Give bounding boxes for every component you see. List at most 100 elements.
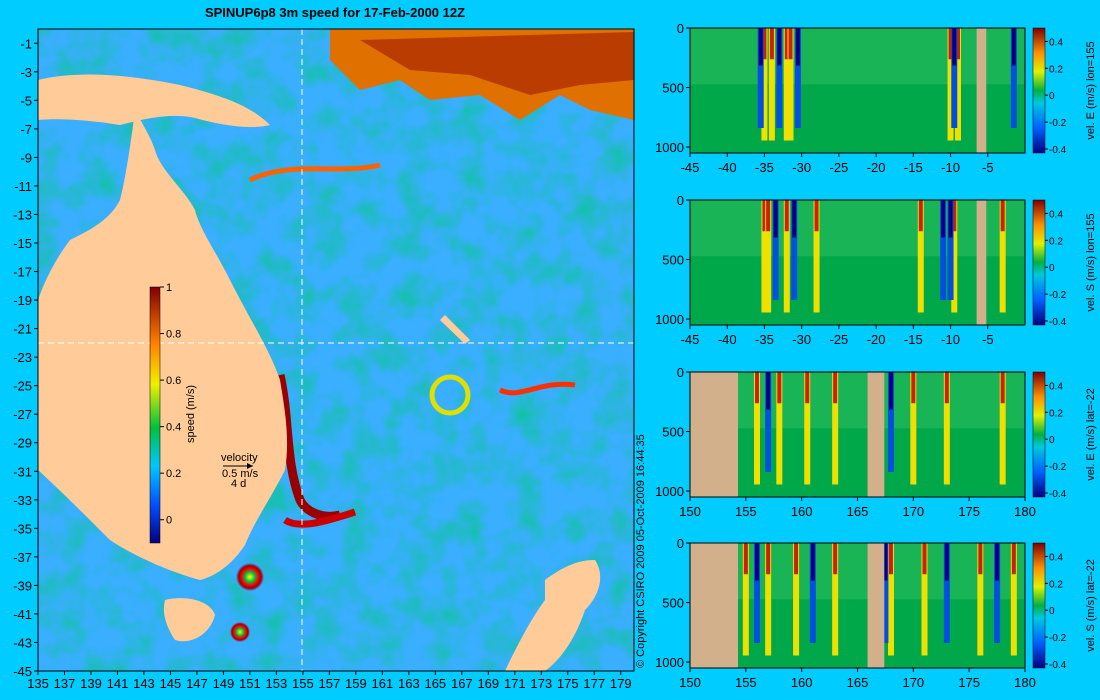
map-ytick-label: -15 [13,236,32,251]
section-negative-core [766,372,771,410]
velocity-legend-arrowhead [247,463,253,469]
section-positive-band [765,200,772,313]
section-negative-core [758,28,763,66]
velocity-legend-label: velocity [221,452,258,464]
section-land [976,28,987,153]
map-ytick-label: -23 [13,350,32,365]
section-upper-band [690,543,1025,600]
section-positive-core [769,28,774,60]
section-xtick-label: -45 [681,160,700,175]
section-positive-core [805,372,810,404]
section-positive-band [977,543,984,656]
section-positive-core [1000,200,1005,232]
map-ytick-label: -37 [13,550,32,565]
section-xtick-label: -25 [829,332,848,347]
section-positive-band [813,200,820,313]
section-positive-band [793,543,800,656]
vertical-sections: -45 -40 -35 -30 -25 -20 -15 -10 -5 0 500 1000 0.4 0.2… [655,21,1097,690]
section-negative-band [809,543,816,643]
section-colorbar [1032,542,1046,669]
section-xtick-label: -5 [982,160,994,175]
section-colorbar-tick-label: -0.2 [1049,290,1067,301]
section-colorbar [1032,371,1046,498]
section-positive-core [777,372,782,404]
map-ytick-label: -11 [14,179,32,194]
section-xtick-label: -15 [904,332,923,347]
map-ytick-label: -13 [13,207,32,222]
tasmania-land [163,598,215,642]
new-guinea-land [38,74,270,128]
section-xtick-label: 155 [735,675,757,690]
section-positive-core [814,200,819,232]
map-xtick-label: 175 [557,676,579,691]
section-negative-band [1010,28,1017,128]
map-title: SPINUP6p8 3m speed for 17-Feb-2000 12Z [205,5,465,20]
map-ytick-label: -25 [13,379,32,394]
section-positive-band [955,28,961,141]
map-ytick-label: -21 [13,322,32,337]
map-ytick-label: -3 [20,65,32,80]
section-xtick-label: 170 [902,504,924,519]
section-positive-core [755,372,759,404]
velocity-legend-speed: 0.5 m/s [222,468,259,480]
section-xtick-label: 180 [1014,675,1036,690]
map-xtick-label: 157 [319,676,341,691]
map-xtick-label: 147 [186,676,208,691]
section-negative-band [791,200,798,300]
section-frame [689,199,1026,326]
map-ytick-label: -5 [20,93,32,108]
map-ytick-label: -19 [13,293,32,308]
section-positive-band [951,200,958,313]
speed-colorbar-tick-label: 0.2 [166,468,181,480]
map-xtick-label: 171 [504,676,526,691]
speed-colorbar-tick-label: 1 [166,282,172,294]
section-colorbar-tick-label: 0.2 [1049,408,1063,419]
section-xtick-label: -45 [681,332,700,347]
section-negative-band [947,200,954,300]
map-xtick-label: 141 [107,676,129,691]
section-negative-band [794,28,801,128]
map-ytick-label: -41 [13,607,32,622]
map-ytick-label: -17 [13,265,32,280]
map-ytick-label: -1 [20,36,32,51]
section-xtick-label: 180 [1014,504,1036,519]
section-positive-band [1010,543,1017,656]
section-xtick-label: 175 [958,504,980,519]
velocity-legend-duration: 4 d [231,478,246,490]
section-positive-core [784,200,789,232]
map-xtick-label: 143 [133,676,155,691]
section-xtick-label: -15 [904,160,923,175]
section-positive-band [910,372,917,485]
section-upper-band [690,200,1025,257]
section-xtick-label: -20 [867,160,886,175]
section-positive-core [1000,372,1005,404]
map-xtick-label: 169 [477,676,499,691]
section-negative-core [941,200,946,238]
speed-colorbar-tick-label: 0 [166,515,172,527]
map-xtick-label: 161 [372,676,394,691]
section-ytick-label: 500 [662,81,684,96]
section-colorbar-label: vel. S (m/s) lon=155 [1085,213,1097,311]
section-negative-band [757,28,764,128]
section-negative-core [810,543,815,581]
section-positive-band [761,28,768,141]
section-frame [689,27,1026,154]
section-positive-core [762,28,767,60]
section-colorbar-tick-label: 0.2 [1049,579,1063,590]
section-3: 150 155 160 165 170 175 180 0 500 1000 0.4 0.2 0 -0.2… [655,365,1097,519]
section-positive-band [917,200,924,313]
section-positive-core [743,543,748,575]
map-xtick-label: 153 [266,676,288,691]
section-positive-core [952,200,957,232]
section-colorbar-tick-label: 0 [1049,91,1055,102]
section-ytick-label: 1000 [655,484,684,499]
north-jet [248,162,381,183]
map-ytick-label: -27 [13,407,32,422]
section-negative-core [952,28,957,66]
section-positive-band [947,28,954,141]
map-ytick-label: -35 [13,521,32,536]
eddy-ring [230,622,250,642]
map-xtick-label: 155 [292,676,314,691]
section-positive-core [944,372,949,404]
